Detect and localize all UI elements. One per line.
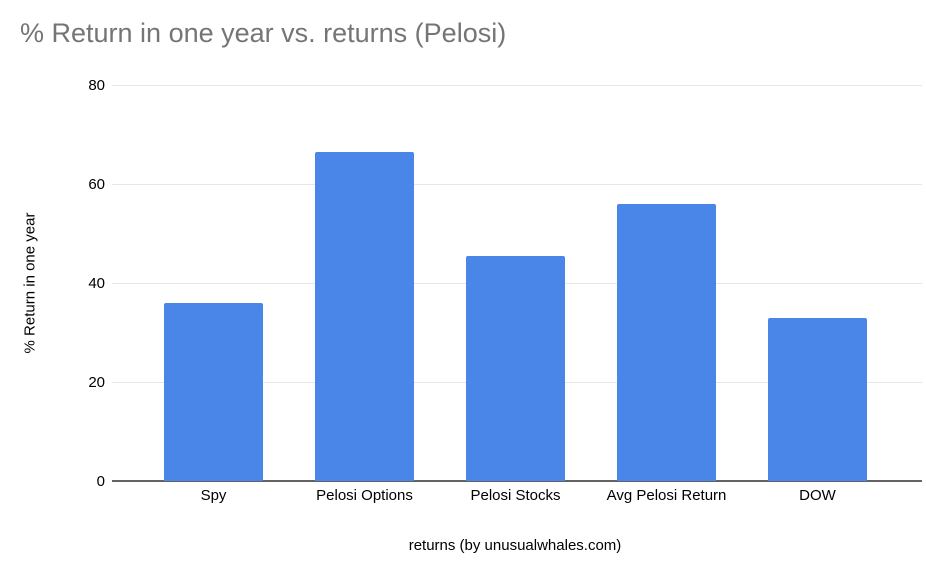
x-tick-label: Pelosi Stocks xyxy=(470,487,561,504)
bar-pelosi-options xyxy=(315,152,414,481)
gridline xyxy=(112,184,922,185)
x-tick-label: Spy xyxy=(200,487,227,504)
y-tick-label: 0 xyxy=(96,473,105,490)
y-axis-title: % Return in one year xyxy=(21,212,39,354)
chart-title: % Return in one year vs. returns (Pelosi… xyxy=(20,18,507,48)
x-tick-label: Pelosi Options xyxy=(316,487,413,504)
bar-pelosi-stocks xyxy=(466,255,565,481)
x-tick-label: Avg Pelosi Return xyxy=(606,487,727,504)
x-tick-label: DOW xyxy=(799,487,836,504)
x-axis-baseline xyxy=(112,480,922,482)
y-tick-label: 80 xyxy=(88,77,105,94)
bar-spy xyxy=(164,303,263,481)
plot-area xyxy=(112,85,922,482)
y-tick-label: 40 xyxy=(88,275,105,292)
y-tick-label: 60 xyxy=(88,176,105,193)
gridline xyxy=(112,85,922,86)
bar-dow xyxy=(768,318,867,481)
y-tick-label: 20 xyxy=(88,374,105,391)
x-axis-title: returns (by unusualwhales.com) xyxy=(408,537,622,554)
bar-avg-pelosi-return xyxy=(617,204,716,481)
